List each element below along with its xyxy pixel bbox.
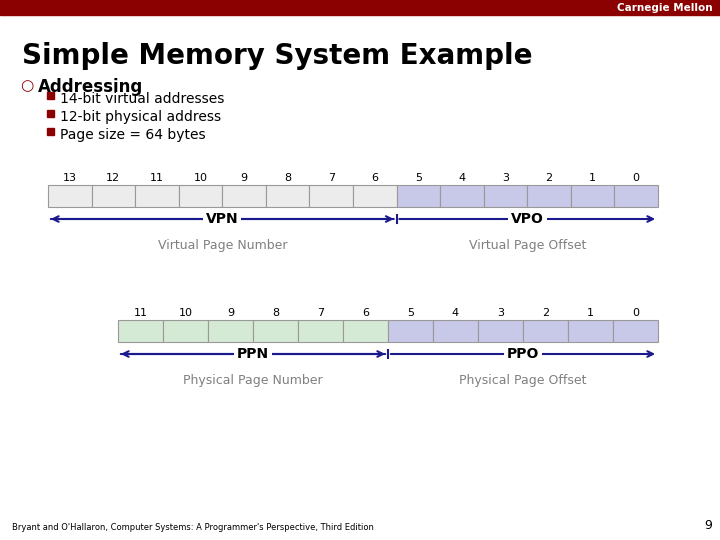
Bar <box>47 110 54 117</box>
Bar <box>433 320 478 342</box>
Text: 9: 9 <box>240 173 248 183</box>
Text: 6: 6 <box>372 173 378 183</box>
Text: VPO: VPO <box>511 212 544 226</box>
Bar <box>179 185 222 207</box>
Text: 12-bit physical address: 12-bit physical address <box>60 110 221 124</box>
Text: 13: 13 <box>63 173 77 183</box>
Text: 3: 3 <box>502 173 509 183</box>
Text: PPN: PPN <box>237 347 269 361</box>
Text: 5: 5 <box>415 173 422 183</box>
Text: Physical Page Number: Physical Page Number <box>183 374 323 387</box>
Text: Simple Memory System Example: Simple Memory System Example <box>22 42 533 70</box>
Text: 2: 2 <box>546 173 553 183</box>
Bar <box>397 185 440 207</box>
Bar <box>298 320 343 342</box>
Text: 7: 7 <box>328 173 335 183</box>
Bar <box>47 92 54 99</box>
Text: 1: 1 <box>587 308 594 318</box>
Bar <box>135 185 179 207</box>
Bar <box>613 320 658 342</box>
Bar <box>343 320 388 342</box>
Text: 11: 11 <box>150 173 164 183</box>
Text: 5: 5 <box>407 308 414 318</box>
Bar <box>310 185 353 207</box>
Text: 9: 9 <box>227 308 234 318</box>
Bar <box>353 185 397 207</box>
Bar <box>118 320 163 342</box>
Text: 12: 12 <box>107 173 120 183</box>
Text: 7: 7 <box>317 308 324 318</box>
Text: 0: 0 <box>633 173 639 183</box>
Bar <box>0 0 720 15</box>
Bar <box>523 320 568 342</box>
Text: 4: 4 <box>459 173 466 183</box>
Text: 11: 11 <box>133 308 148 318</box>
Text: 0: 0 <box>632 308 639 318</box>
Text: VPN: VPN <box>206 212 238 226</box>
Bar <box>527 185 571 207</box>
Bar <box>208 320 253 342</box>
Text: ○: ○ <box>20 78 33 93</box>
Bar <box>48 185 91 207</box>
Text: 1: 1 <box>589 173 596 183</box>
Text: Addressing: Addressing <box>38 78 143 96</box>
Bar <box>163 320 208 342</box>
Bar <box>440 185 484 207</box>
Text: 2: 2 <box>542 308 549 318</box>
Bar <box>614 185 658 207</box>
Text: PPO: PPO <box>507 347 539 361</box>
Text: 10: 10 <box>179 308 192 318</box>
Text: Physical Page Offset: Physical Page Offset <box>459 374 587 387</box>
Text: 4: 4 <box>452 308 459 318</box>
Text: 6: 6 <box>362 308 369 318</box>
Text: Carnegie Mellon: Carnegie Mellon <box>617 3 713 13</box>
Bar <box>478 320 523 342</box>
Text: Page size = 64 bytes: Page size = 64 bytes <box>60 128 206 142</box>
Text: Virtual Page Number: Virtual Page Number <box>158 239 287 252</box>
Bar <box>388 320 433 342</box>
Bar <box>47 128 54 135</box>
Bar <box>484 185 527 207</box>
Text: Bryant and O'Hallaron, Computer Systems: A Programmer's Perspective, Third Editi: Bryant and O'Hallaron, Computer Systems:… <box>12 523 374 532</box>
Text: 8: 8 <box>272 308 279 318</box>
Text: 9: 9 <box>704 519 712 532</box>
Text: 14-bit virtual addresses: 14-bit virtual addresses <box>60 92 225 106</box>
Bar <box>91 185 135 207</box>
Text: 10: 10 <box>194 173 207 183</box>
Bar <box>253 320 298 342</box>
Bar <box>266 185 310 207</box>
Text: 3: 3 <box>497 308 504 318</box>
Bar <box>568 320 613 342</box>
Text: 8: 8 <box>284 173 291 183</box>
Bar <box>571 185 614 207</box>
Bar <box>222 185 266 207</box>
Text: Virtual Page Offset: Virtual Page Offset <box>469 239 586 252</box>
